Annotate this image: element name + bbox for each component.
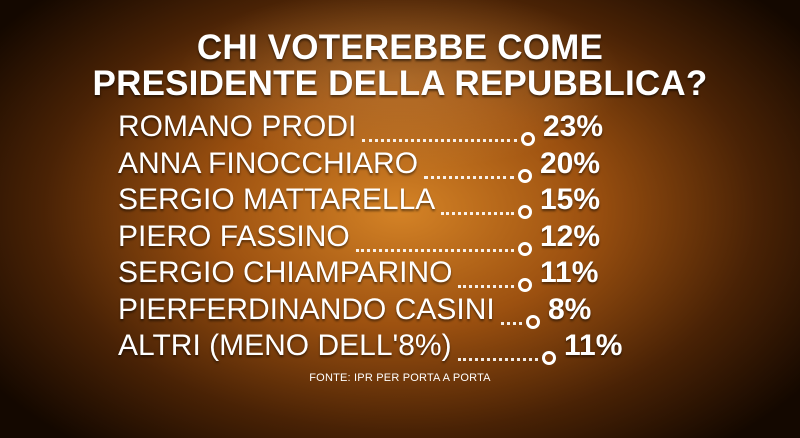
- bullet-ring-icon: [521, 132, 535, 146]
- percentage-value: 8%: [548, 293, 592, 326]
- percentage-value: 20%: [540, 147, 601, 180]
- candidate-name: ANNA FINOCCHIARO: [118, 147, 419, 180]
- result-row: PIERFERDINANDO CASINI 8%: [0, 291, 800, 329]
- result-row: ROMANO PRODI 23%: [0, 108, 800, 146]
- candidate-name: SERGIO MATTARELLA: [118, 183, 436, 216]
- candidate-name: ROMANO PRODI: [118, 110, 357, 143]
- result-row: PIERO FASSINO 12%: [0, 218, 800, 256]
- chart-title-line-2: PRESIDENTE DELLA REPUBBLICA?: [92, 64, 708, 103]
- dot-leader: [424, 176, 514, 179]
- chart-title-line-1: CHI VOTEREBBE COME: [196, 28, 604, 67]
- source-note: FONTE: IPR PER PORTA A PORTA: [309, 372, 491, 384]
- dot-leader: [458, 358, 538, 361]
- result-row: SERGIO CHIAMPARINO 11%: [0, 254, 800, 292]
- bullet-ring-icon: [518, 278, 532, 292]
- candidate-name: PIERO FASSINO: [118, 220, 350, 253]
- percentage-value: 23%: [543, 110, 604, 143]
- dot-leader: [362, 139, 517, 142]
- candidate-name: ALTRI (MENO DELL'8%): [118, 329, 452, 362]
- dot-leader: [501, 322, 522, 325]
- dot-leader: [458, 285, 514, 288]
- bullet-ring-icon: [518, 242, 532, 256]
- dot-leader: [441, 212, 514, 215]
- percentage-value: 11%: [564, 329, 623, 362]
- candidate-name: PIERFERDINANDO CASINI: [118, 293, 495, 326]
- bullet-ring-icon: [526, 315, 540, 329]
- bullet-ring-icon: [518, 205, 532, 219]
- dot-leader: [356, 249, 514, 252]
- bullet-ring-icon: [542, 351, 556, 365]
- percentage-value: 12%: [540, 220, 601, 253]
- percentage-value: 15%: [540, 183, 601, 216]
- result-row: SERGIO MATTARELLA 15%: [0, 181, 800, 219]
- bullet-ring-icon: [518, 169, 532, 183]
- result-row: ALTRI (MENO DELL'8%) 11%: [0, 327, 800, 365]
- percentage-value: 11%: [540, 256, 599, 289]
- candidate-name: SERGIO CHIAMPARINO: [118, 256, 453, 289]
- result-row: ANNA FINOCCHIARO 20%: [0, 145, 800, 183]
